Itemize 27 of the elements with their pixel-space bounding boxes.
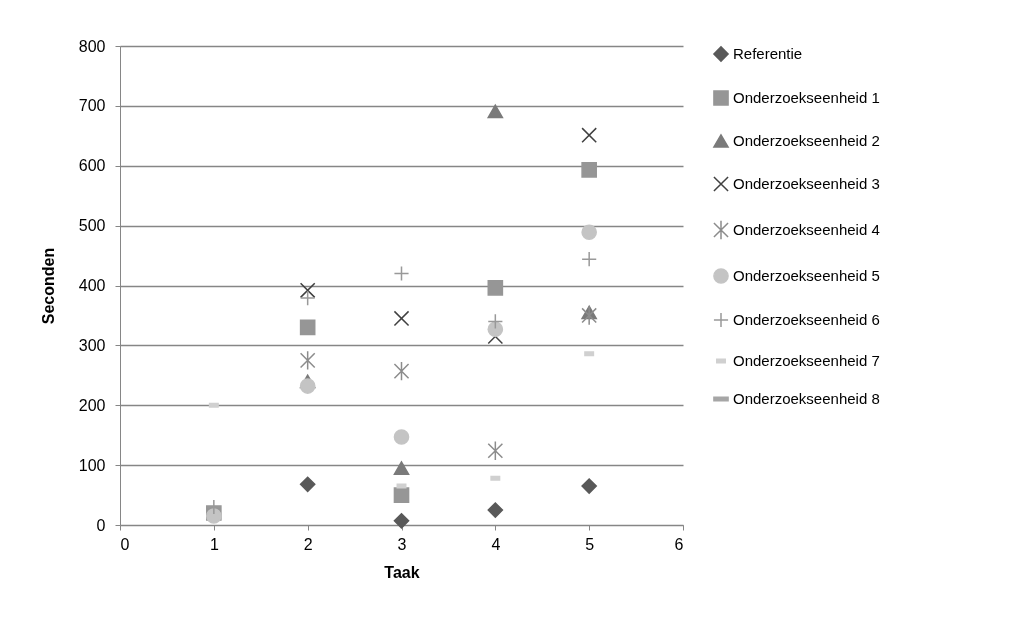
y-tick-label: 800 (78, 37, 106, 55)
legend-label: Onderzoekseenheid 5 (733, 267, 880, 284)
x-tick-label: 2 (303, 535, 313, 553)
x-tick-label: 3 (397, 535, 407, 553)
x-tick-label: 6 (674, 535, 684, 553)
y-tick-label: 200 (78, 396, 106, 414)
legend-label: Onderzoekseenheid 1 (733, 89, 880, 106)
legend-label: Onderzoekseenheid 4 (733, 221, 880, 238)
x-tick-label: 4 (491, 535, 501, 553)
y-tick-label: 300 (78, 336, 106, 354)
legend-label: Onderzoekseenheid 7 (733, 352, 880, 369)
legend-label: Onderzoekseenheid 8 (733, 390, 880, 407)
y-tick-label: 600 (78, 157, 106, 175)
y-tick-label: 500 (78, 217, 106, 235)
x-tick-label: 5 (585, 535, 595, 553)
y-tick-label: 400 (78, 277, 106, 294)
y-tick-label: 0 (96, 516, 106, 534)
x-tick-label: 0 (120, 535, 130, 553)
y-tick-label: 700 (78, 97, 106, 115)
legend-label: Onderzoekseenheid 2 (733, 132, 880, 149)
legend-label: Referentie (733, 45, 803, 62)
x-axis-title: Taak (384, 563, 420, 581)
x-tick-label: 1 (209, 535, 219, 553)
legend-label: Onderzoekseenheid 3 (733, 175, 880, 192)
y-tick-label: 100 (78, 456, 106, 474)
legend-label: Onderzoekseenheid 6 (733, 311, 880, 328)
y-axis-title: Seconden (39, 247, 57, 325)
